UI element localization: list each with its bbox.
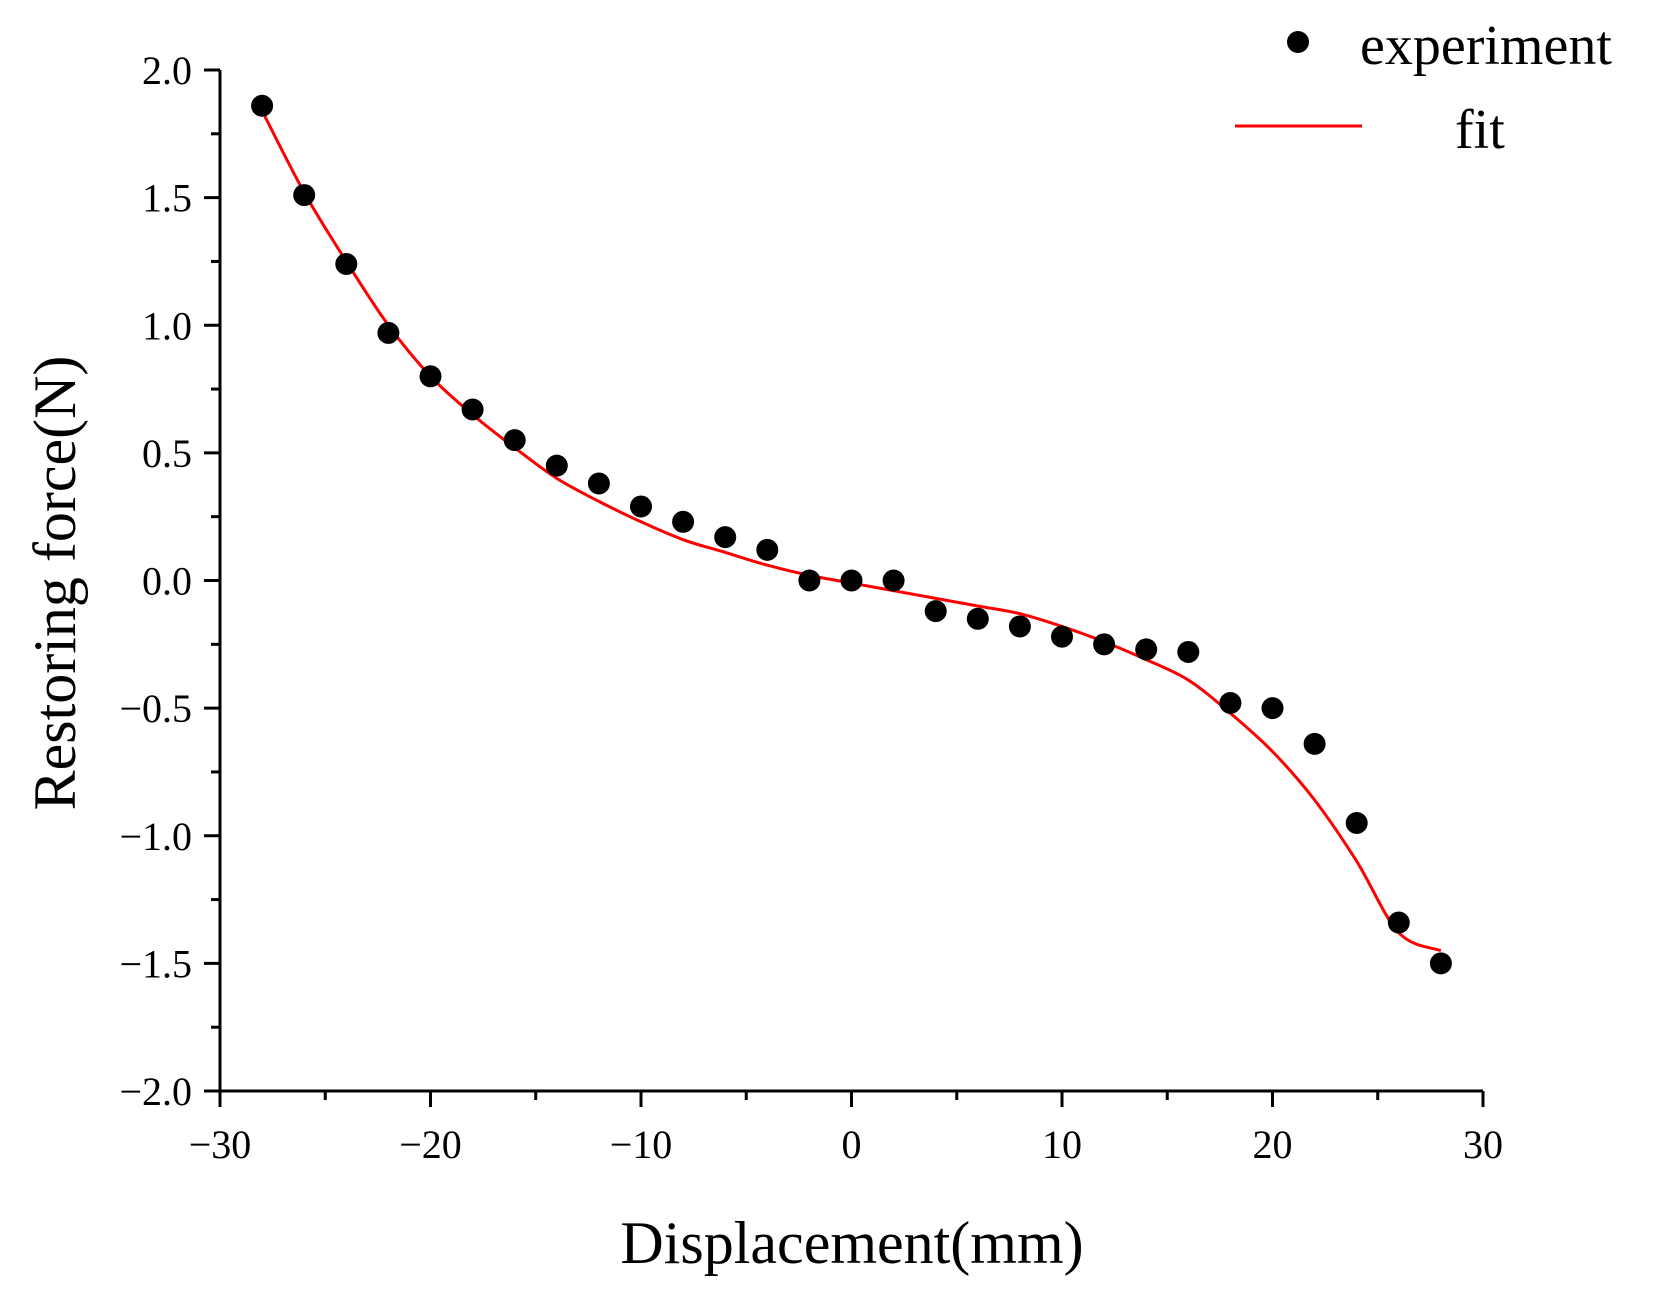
y-tick-label: 2.0	[142, 48, 192, 93]
experiment-point	[630, 495, 652, 518]
legend-experiment-marker	[1287, 31, 1309, 53]
y-tick-label: 0.0	[142, 559, 192, 604]
axes: −30 −20 −10 0 10 20 30 −2.0 −1.5 −1.0 −0.5 0.0 0.5 1.…	[119, 48, 1503, 1167]
experiment-point	[840, 569, 863, 592]
experiment-point	[1093, 633, 1116, 656]
experiment-point	[419, 365, 442, 388]
experiment-point	[672, 510, 695, 533]
experiment-point	[1177, 640, 1200, 663]
experiment-point	[461, 398, 484, 421]
experiment-point	[293, 184, 316, 207]
fit-series	[260, 110, 1442, 953]
experiment-point	[756, 538, 779, 561]
y-tick-label: 1.5	[142, 176, 192, 221]
experiment-point	[1303, 732, 1326, 755]
experiment-point	[1051, 625, 1073, 648]
y-tick-label: 0.5	[142, 431, 192, 476]
legend-experiment-label: experiment	[1360, 15, 1612, 77]
experiment-point	[1219, 692, 1242, 715]
experiment-point	[924, 600, 947, 623]
x-tick-label: −30	[189, 1122, 252, 1167]
experiment-point	[1429, 952, 1452, 975]
experiment-point	[882, 569, 905, 592]
x-tick-label: 10	[1042, 1122, 1082, 1167]
experiment-point	[503, 429, 526, 452]
fit-line	[260, 110, 1442, 953]
y-tick-label: −1.5	[119, 941, 192, 986]
x-tick-label: −20	[399, 1122, 462, 1167]
experiment-series	[251, 94, 1452, 975]
x-tick-label: 30	[1463, 1122, 1503, 1167]
x-tick-label: 0	[842, 1122, 862, 1167]
experiment-point	[1387, 911, 1410, 934]
experiment-point	[251, 94, 274, 117]
y-tick-label: −0.5	[119, 686, 192, 731]
experiment-point	[545, 454, 568, 477]
experiment-point	[714, 526, 737, 549]
x-tick-label: −10	[610, 1122, 673, 1167]
y-tick-label: −1.0	[119, 814, 192, 859]
experiment-point	[1261, 697, 1284, 720]
experiment-point	[1345, 811, 1368, 834]
axis-labels: Displacement(mm) Restoring force(N)	[22, 356, 1084, 1276]
x-tick-label: 20	[1253, 1122, 1293, 1167]
legend-fit-label: fit	[1455, 99, 1505, 161]
experiment-point	[966, 607, 989, 630]
experiment-point	[1135, 638, 1158, 661]
y-tick-label: −2.0	[119, 1069, 192, 1114]
experiment-point	[1008, 615, 1031, 638]
legend: experiment fit	[1235, 15, 1612, 161]
x-axis-title: Displacement(mm)	[620, 1210, 1083, 1276]
experiment-point	[377, 321, 400, 344]
experiment-point	[587, 472, 610, 495]
y-tick-label: 1.0	[142, 303, 192, 348]
experiment-point	[798, 569, 821, 592]
experiment-point	[335, 252, 358, 275]
y-axis-title: Restoring force(N)	[22, 356, 88, 811]
